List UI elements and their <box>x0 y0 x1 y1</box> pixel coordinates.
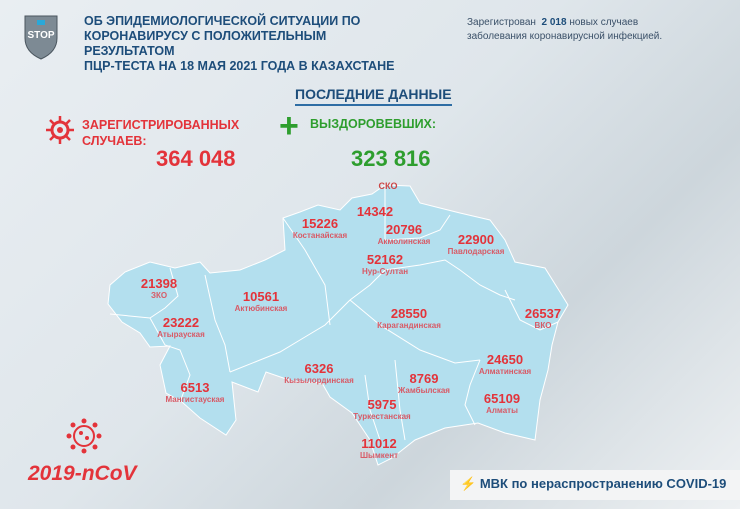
region-almaty-region: 24650 Алматинская <box>478 352 532 377</box>
region-zko: 21398 ЗКО <box>140 276 178 301</box>
region-almaty-city: 65109 Алматы <box>483 391 521 416</box>
region-nur-sultan: 52162 Нур-Султан <box>361 252 409 277</box>
recovered-count: 323 816 <box>351 146 431 171</box>
registered-count: 364 048 <box>156 146 236 171</box>
region-sko-value: 14342 <box>356 204 394 219</box>
region-pavlodar: 22900 Павлодарская <box>447 232 505 257</box>
region-kyzylorda: 6326 Кызылординская <box>284 361 354 386</box>
news-text: Зарегистрован 2 018 новых случаев заболе… <box>467 17 663 42</box>
region-sko: СКО <box>378 181 398 191</box>
region-turkestan: 5975 Туркестанская <box>353 397 411 422</box>
region-mangystau: 6513 Мангистауская <box>165 380 225 405</box>
region-vko: 26537 ВКО <box>524 306 562 331</box>
latest-data-heading: ПОСЛЕДНИЕ ДАННЫЕ <box>295 86 452 106</box>
map-outline <box>107 184 569 466</box>
svg-text:STOP: STOP <box>27 30 54 41</box>
plus-icon: + <box>279 107 299 145</box>
title-line: ПЦР-ТЕСТА НА 18 МАЯ 2021 ГОДА В КАЗАХСТА… <box>84 59 395 73</box>
stop-logo: STOP <box>24 15 58 60</box>
region-zhambyl: 8769 Жамбылская <box>398 371 450 396</box>
region-aktobe: 10561 Актюбинская <box>234 289 288 314</box>
coronavirus-icon <box>66 418 102 454</box>
virus-icon <box>46 116 74 144</box>
virus-label: 2019-nCoV <box>28 462 137 485</box>
footer-banner: ⚡ МВК по нераспространению COVID-19 <box>450 470 740 500</box>
title-line: ОБ ЭПИДЕМИОЛОГИЧЕСКОЙ СИТУАЦИИ ПО <box>84 14 361 28</box>
region-akmola: 20796 Акмолинская <box>377 222 431 247</box>
region-kostanay: 15226 Костанайская <box>292 216 348 241</box>
registered-label: ЗАРЕГИСТРИРОВАННЫХ СЛУЧАЕВ: <box>82 118 240 148</box>
title-line: КОРОНАВИРУСУ С ПОЛОЖИТЕЛЬНЫМ РЕЗУЛЬТАТОМ <box>84 29 327 58</box>
region-karaganda: 28550 Карагандинская <box>377 306 441 331</box>
region-borders <box>109 186 559 441</box>
region-shymkent: 11012 Шымкент <box>360 436 398 461</box>
page-title: ОБ ЭПИДЕМИОЛОГИЧЕСКОЙ СИТУАЦИИ ПО КОРОНА… <box>84 14 414 74</box>
recovered-label: ВЫЗДОРОВЕВШИХ: <box>310 117 437 131</box>
region-atyrau: 23222 Атырауская <box>157 315 205 340</box>
lightning-icon: ⚡ <box>460 476 477 491</box>
